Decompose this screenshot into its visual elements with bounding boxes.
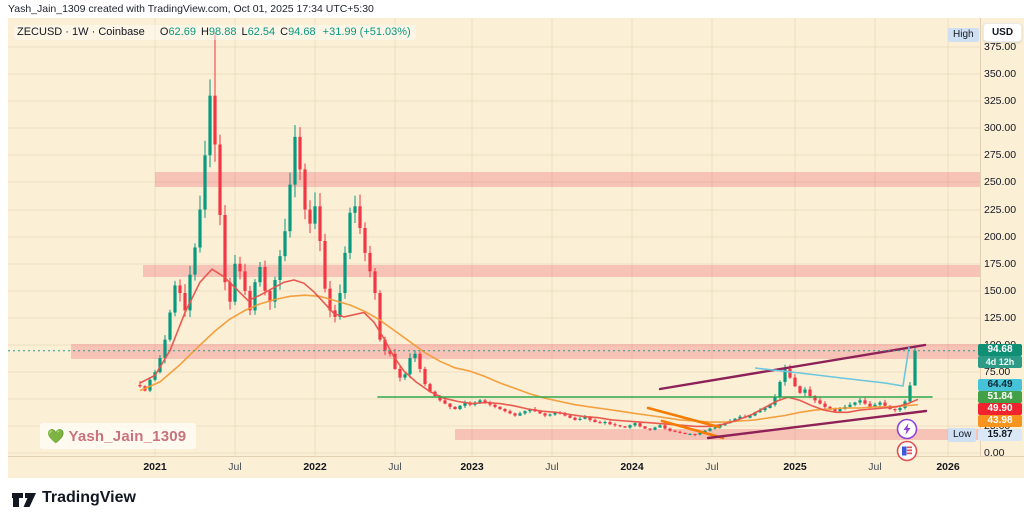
orange-channel-lower[interactable]	[660, 419, 725, 440]
ma-slow-line	[139, 294, 919, 423]
ohlc-key: L	[241, 26, 248, 38]
price-tag: 15.87	[978, 429, 1022, 441]
price-axis[interactable]: 375.00 350.00 325.00 300.00 275.00 250.00 225.…	[978, 18, 1024, 459]
watermark: 💚 Yash_Jain_1309	[40, 423, 197, 449]
username-text: Yash_Jain_1309	[68, 427, 187, 445]
price-tick-label: 125.00	[984, 312, 1017, 324]
chart-panel	[8, 18, 1024, 478]
ascending-channel-lower[interactable]	[706, 409, 928, 440]
legend-separator: ·	[91, 26, 96, 38]
supply-demand-zone	[71, 344, 980, 359]
time-axis[interactable]: 2021 Jul 2022 Jul 2023 Jul 2024 Jul 2025 Jul 2026	[8, 456, 1024, 478]
legend-separator: ·	[65, 26, 69, 38]
time-tick-month: Jul	[545, 461, 559, 473]
cyan-trendline[interactable]	[754, 346, 910, 387]
orange-channel-upper[interactable]	[646, 406, 721, 429]
time-tick-month: Jul	[868, 461, 882, 473]
tradingview-wordmark: TradingView	[42, 489, 136, 506]
time-tick-year: 2023	[460, 461, 484, 473]
time-tick-year: 2025	[783, 461, 807, 473]
price-tick-label: 225.00	[984, 204, 1017, 216]
exchange-name: Coinbase	[98, 26, 145, 38]
time-tick-month: Jul	[228, 461, 242, 473]
ohlc-values: O62.69 H98.88 L62.54 C94.68	[155, 26, 316, 38]
green-heart-icon: 💚	[47, 427, 65, 444]
ohlc-value: 94.68	[288, 26, 316, 38]
price-tick-label: 300.00	[984, 122, 1017, 134]
event-icon-flag[interactable]	[896, 440, 918, 462]
price-tag: 64.49	[978, 379, 1022, 391]
price-tick-label: 75.00	[984, 366, 1011, 378]
tradingview-logo-icon	[12, 493, 36, 507]
price-tick-label: 350.00	[984, 68, 1017, 80]
currency-button[interactable]: USD	[983, 23, 1022, 42]
price-tick-label: 275.00	[984, 149, 1017, 161]
attribution-bar: Yash_Jain_1309 created with TradingView.…	[0, 0, 1024, 18]
price-tag: 94.68	[978, 344, 1022, 356]
supply-demand-zone	[455, 429, 980, 440]
time-tick-month: Jul	[705, 461, 719, 473]
high-badge: High	[948, 28, 979, 42]
supply-demand-zone	[155, 172, 980, 187]
symbol-legend: ZECUSD · 1W · Coinbase O62.69 H98.88 L62.5…	[14, 25, 416, 40]
price-tick-label: 325.00	[984, 95, 1017, 107]
price-tick-label: 175.00	[984, 258, 1017, 270]
ma-fast-line	[139, 268, 919, 428]
ohlc-value: 62.54	[247, 26, 276, 38]
price-tick-label: 150.00	[984, 285, 1017, 297]
price-tick-label: 0.00	[984, 447, 1005, 459]
time-tick-year: 2024	[620, 461, 644, 473]
ohlc-value: 62.69	[168, 26, 196, 38]
ohlc-key: O	[159, 26, 169, 38]
low-badge: Low	[948, 428, 977, 442]
price-tag: 49.90	[978, 403, 1022, 415]
price-tick-label: 250.00	[984, 176, 1017, 188]
timeframe-label[interactable]: 1W	[72, 26, 89, 38]
event-icon-flash[interactable]	[896, 418, 918, 440]
change-value: +31.99 (+51.03%)	[322, 26, 411, 38]
price-tag: 51.84	[978, 391, 1022, 403]
ohlc-key: H	[200, 26, 209, 38]
supply-demand-zones	[71, 172, 980, 440]
time-tick-year: 2021	[143, 461, 167, 473]
time-tick-year: 2022	[303, 461, 327, 473]
footer-bar: TradingView	[0, 478, 1024, 521]
ascending-channel-upper[interactable]	[658, 343, 927, 391]
price-tick-label: 200.00	[984, 231, 1017, 243]
time-tick-year: 2026	[936, 461, 960, 473]
time-tick-month: Jul	[388, 461, 402, 473]
symbol-name[interactable]: ZECUSD	[17, 26, 63, 38]
price-tick-label: 375.00	[984, 41, 1017, 53]
price-tag: 43.98	[978, 415, 1022, 427]
attribution-text: Yash_Jain_1309 created with TradingView.…	[8, 3, 374, 15]
ohlc-key: C	[280, 26, 289, 38]
price-tag: 4d 12h	[978, 356, 1022, 368]
grid	[8, 18, 1024, 457]
candlestick-series	[138, 32, 917, 437]
supply-demand-zone	[143, 265, 980, 277]
ohlc-value: 98.88	[208, 26, 237, 38]
